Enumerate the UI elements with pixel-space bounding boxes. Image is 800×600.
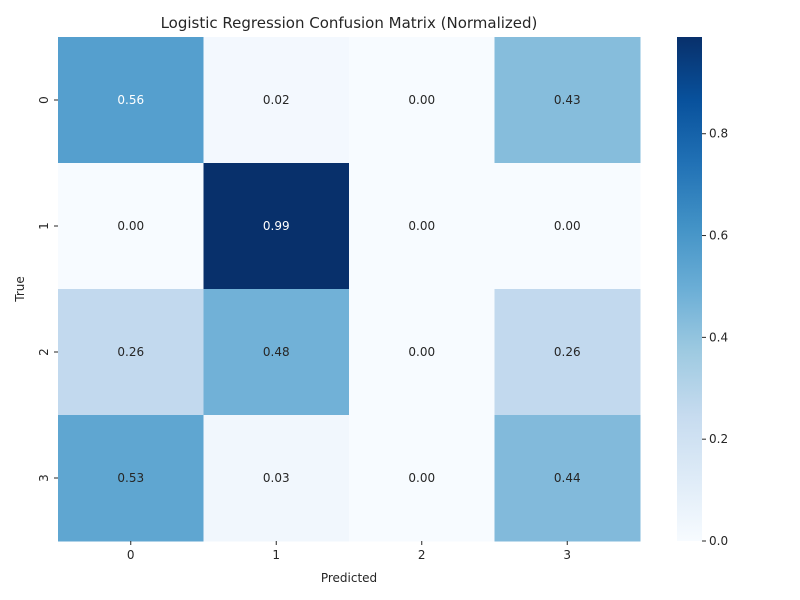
heatmap-cell-0-1 bbox=[203, 37, 350, 164]
colorbar-tick-label-4: 0.8 bbox=[709, 127, 728, 141]
heatmap-cell-3-3 bbox=[494, 415, 641, 542]
heatmap-cell-label-2-1: 0.48 bbox=[263, 345, 290, 359]
heatmap-cell-1-3 bbox=[494, 163, 641, 290]
heatmap-cell-label-0-2: 0.00 bbox=[408, 93, 435, 107]
heatmap-cell-2-2 bbox=[349, 289, 495, 416]
heatmap-cell-0-0 bbox=[58, 37, 204, 164]
heatmap-cell-2-3 bbox=[494, 289, 641, 416]
heatmap-cell-label-0-0: 0.56 bbox=[117, 93, 144, 107]
y-axis: 0 1 2 3 bbox=[37, 96, 58, 482]
y-tick-label-2: 2 bbox=[37, 348, 51, 356]
heatmap-cell-label-3-2: 0.00 bbox=[408, 471, 435, 485]
heatmap-cell-label-0-1: 0.02 bbox=[263, 93, 290, 107]
x-axis-label: Predicted bbox=[321, 571, 377, 585]
heatmap-cell-1-1 bbox=[203, 163, 350, 290]
heatmap-cell-label-2-0: 0.26 bbox=[117, 345, 144, 359]
heatmap-cell-label-3-0: 0.53 bbox=[117, 471, 144, 485]
y-tick-label-0: 0 bbox=[37, 96, 51, 104]
heatmap-cell-3-1 bbox=[203, 415, 350, 542]
heatmap-cell-1-0 bbox=[58, 163, 204, 290]
heatmap-cell-label-3-1: 0.03 bbox=[263, 471, 290, 485]
colorbar-tick-label-1: 0.2 bbox=[709, 432, 728, 446]
x-tick-label-3: 3 bbox=[563, 548, 571, 562]
heatmap-cell-labels: 0.56 0.02 0.00 0.43 0.00 0.99 0.00 0.00 0.26 0.48… bbox=[117, 93, 580, 485]
heatmap-cell-0-2 bbox=[349, 37, 495, 164]
heatmap-cells bbox=[58, 37, 641, 542]
y-axis-label: True bbox=[13, 276, 27, 303]
heatmap-cell-label-1-2: 0.00 bbox=[408, 219, 435, 233]
colorbar bbox=[677, 37, 702, 541]
chart-title: Logistic Regression Confusion Matrix (No… bbox=[161, 14, 538, 32]
colorbar-tick-label-3: 0.6 bbox=[709, 229, 728, 243]
heatmap-cell-label-1-1: 0.99 bbox=[263, 219, 290, 233]
y-tick-label-3: 3 bbox=[37, 474, 51, 482]
x-tick-label-2: 2 bbox=[418, 548, 426, 562]
heatmap-cell-3-2 bbox=[349, 415, 495, 542]
heatmap-cell-label-1-0: 0.00 bbox=[117, 219, 144, 233]
colorbar-tick-label-0: 0.0 bbox=[709, 534, 728, 548]
heatmap-cell-label-3-3: 0.44 bbox=[554, 471, 581, 485]
y-tick-label-1: 1 bbox=[37, 222, 51, 230]
heatmap-cell-label-0-3: 0.43 bbox=[554, 93, 581, 107]
heatmap-cell-label-2-2: 0.00 bbox=[408, 345, 435, 359]
heatmap-cell-2-1 bbox=[203, 289, 350, 416]
heatmap-cell-3-0 bbox=[58, 415, 204, 542]
colorbar-ticks: 0.0 0.2 0.4 0.6 0.8 bbox=[702, 127, 728, 548]
x-tick-label-1: 1 bbox=[272, 548, 280, 562]
heatmap-cell-2-0 bbox=[58, 289, 204, 416]
x-axis: 0 1 2 3 bbox=[127, 541, 571, 562]
heatmap-cell-1-2 bbox=[349, 163, 495, 290]
heatmap-cell-0-3 bbox=[494, 37, 641, 164]
colorbar-tick-label-2: 0.4 bbox=[709, 330, 728, 344]
heatmap-cell-label-1-3: 0.00 bbox=[554, 219, 581, 233]
heatmap-cell-label-2-3: 0.26 bbox=[554, 345, 581, 359]
x-tick-label-0: 0 bbox=[127, 548, 135, 562]
